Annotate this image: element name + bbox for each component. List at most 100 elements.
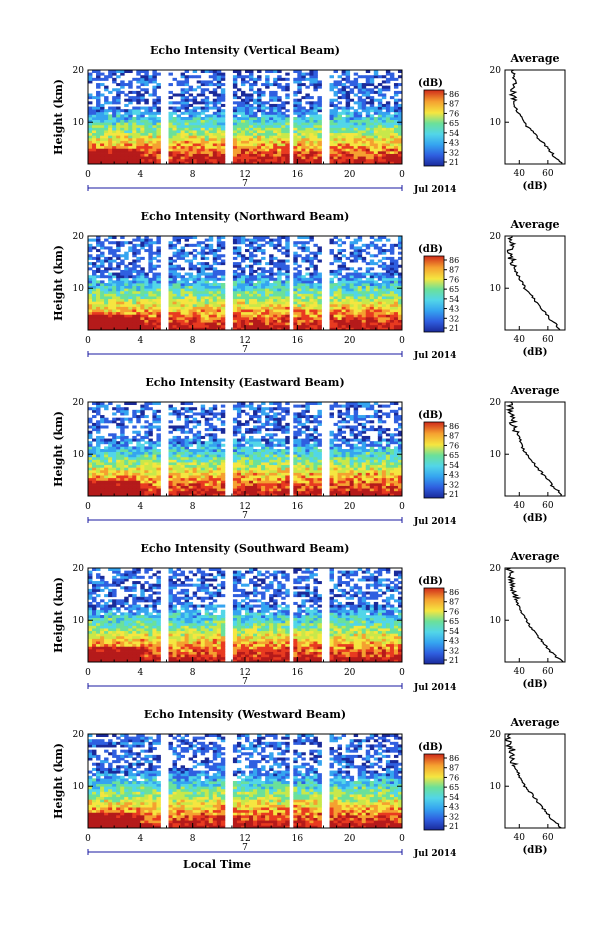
heatmap-cell bbox=[233, 304, 237, 307]
heatmap-cell bbox=[273, 246, 277, 249]
heatmap-cell bbox=[366, 120, 370, 123]
heatmap-cell bbox=[301, 148, 305, 151]
heatmap-cell bbox=[213, 299, 217, 302]
heatmap-cell bbox=[120, 459, 124, 462]
heatmap-cell bbox=[140, 465, 144, 468]
heatmap-cell bbox=[285, 273, 289, 276]
heatmap-cell bbox=[221, 127, 225, 130]
heatmap-cell bbox=[309, 304, 313, 307]
heatmap-cell bbox=[108, 441, 112, 444]
heatmap-cell bbox=[136, 275, 140, 278]
heatmap-cell bbox=[382, 138, 386, 141]
heatmap-cell bbox=[124, 462, 128, 465]
heatmap-cell bbox=[269, 99, 273, 102]
heatmap-cell bbox=[330, 104, 334, 107]
heatmap-cell bbox=[378, 309, 382, 312]
heatmap-cell bbox=[390, 304, 394, 307]
heatmap-cell bbox=[342, 91, 346, 94]
heatmap-cell bbox=[140, 312, 144, 315]
heatmap-cell bbox=[350, 83, 354, 86]
heatmap-cell bbox=[197, 291, 201, 294]
heatmap-cell bbox=[136, 109, 140, 112]
heatmap-cell bbox=[181, 449, 185, 452]
heatmap-cell bbox=[213, 127, 217, 130]
heatmap-cell bbox=[293, 109, 297, 112]
heatmap-cell bbox=[217, 278, 221, 281]
heatmap-cell bbox=[209, 122, 213, 125]
heatmap-cell bbox=[394, 293, 398, 296]
heatmap-cell bbox=[96, 133, 100, 136]
heatmap-cell bbox=[132, 280, 136, 283]
heatmap-cell bbox=[249, 293, 253, 296]
heatmap-cell bbox=[273, 94, 277, 97]
heatmap-cell bbox=[241, 117, 245, 120]
heatmap-cell bbox=[120, 431, 124, 434]
heatmap-cell bbox=[128, 325, 132, 328]
heatmap-cell bbox=[273, 138, 277, 141]
heatmap-cell bbox=[152, 291, 156, 294]
heatmap-cell bbox=[257, 288, 261, 291]
heatmap-cell bbox=[181, 154, 185, 157]
heatmap-cell bbox=[144, 436, 148, 439]
heatmap-cell bbox=[241, 312, 245, 315]
heatmap-cell bbox=[374, 109, 378, 112]
heatmap-cell bbox=[257, 325, 261, 328]
heatmap-cell bbox=[209, 288, 213, 291]
heatmap-cell bbox=[124, 286, 128, 289]
heatmap-cell bbox=[237, 320, 241, 323]
heatmap-cell bbox=[309, 275, 313, 278]
heatmap-cell bbox=[265, 262, 269, 265]
heatmap-cell bbox=[370, 96, 374, 99]
heatmap-cell bbox=[358, 75, 362, 78]
heatmap-cell bbox=[305, 148, 309, 151]
heatmap-cell bbox=[301, 257, 305, 260]
heatmap-cell bbox=[305, 156, 309, 159]
heatmap-cell bbox=[330, 101, 334, 104]
heatmap-cell bbox=[313, 114, 317, 117]
heatmap-cell bbox=[148, 267, 152, 270]
heatmap-cell bbox=[181, 467, 185, 470]
heatmap-cell bbox=[338, 114, 342, 117]
heatmap-cell bbox=[100, 325, 104, 328]
heatmap-cell bbox=[390, 270, 394, 273]
heatmap-cell bbox=[346, 280, 350, 283]
heatmap-cell bbox=[152, 267, 156, 270]
heatmap-cell bbox=[136, 465, 140, 468]
heatmap-cell bbox=[362, 280, 366, 283]
heatmap-cell bbox=[249, 78, 253, 81]
heatmap-cell bbox=[132, 312, 136, 315]
heatmap-cell bbox=[378, 109, 382, 112]
heatmap-cell bbox=[189, 467, 193, 470]
heatmap-cell bbox=[132, 146, 136, 149]
heatmap-cell bbox=[96, 156, 100, 159]
heatmap-cell bbox=[390, 120, 394, 123]
heatmap-cell bbox=[378, 148, 382, 151]
heatmap-cell bbox=[253, 314, 257, 317]
heatmap-cell bbox=[189, 112, 193, 115]
heatmap-cell bbox=[173, 444, 177, 447]
heatmap-cell bbox=[317, 275, 321, 278]
heatmap-cell bbox=[370, 299, 374, 302]
heatmap-cell bbox=[382, 156, 386, 159]
heatmap-cell bbox=[112, 322, 116, 325]
heatmap-cell bbox=[309, 257, 313, 260]
heatmap-cell bbox=[185, 467, 189, 470]
heatmap-cell bbox=[241, 122, 245, 125]
x-tick-label: 0 bbox=[399, 170, 405, 180]
heatmap-cell bbox=[152, 278, 156, 281]
heatmap-cell bbox=[217, 94, 221, 97]
heatmap-cell bbox=[241, 322, 245, 325]
heatmap-cell bbox=[100, 312, 104, 315]
heatmap-cell bbox=[116, 246, 120, 249]
heatmap-cell bbox=[317, 135, 321, 138]
heatmap-cell bbox=[108, 473, 112, 476]
heatmap-cell bbox=[370, 288, 374, 291]
heatmap-cell bbox=[185, 293, 189, 296]
heatmap-cell bbox=[370, 307, 374, 310]
heatmap-cell bbox=[382, 151, 386, 154]
heatmap-cell bbox=[390, 252, 394, 255]
heatmap-cell bbox=[221, 96, 225, 99]
heatmap-cell bbox=[350, 125, 354, 128]
heatmap-cell bbox=[201, 241, 205, 244]
heatmap-cell bbox=[297, 112, 301, 115]
